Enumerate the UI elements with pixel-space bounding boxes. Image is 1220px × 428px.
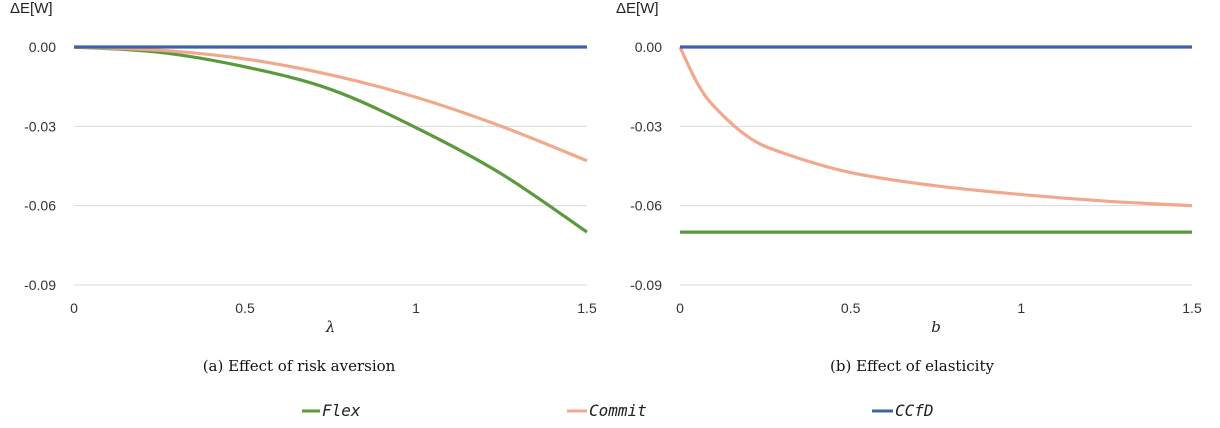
x-tick-label: 1 <box>1017 300 1025 316</box>
legend-label-ccfd: CCfD <box>895 401 934 420</box>
x-axis-label: λ <box>325 318 336 336</box>
legend-label-flex: Flex <box>322 401 361 420</box>
legend-item-ccfd: CCfD <box>872 401 934 420</box>
y-axis-label: ΔE[W] <box>10 0 53 17</box>
series-line-flex <box>73 45 588 234</box>
chart-panel-b: ΔE[W] 0.00 -0.03 -0.06 -0.09 0 0.5 1 1.5 b <box>616 0 1202 336</box>
y-axis-label: ΔE[W] <box>616 0 659 17</box>
caption-b: (b) Effect of elasticity <box>830 357 994 375</box>
legend-label-commit: Commit <box>589 401 647 420</box>
x-tick-label: 1.5 <box>1182 300 1202 316</box>
x-tick-label: 0.5 <box>841 300 861 316</box>
legend-item-flex: Flex <box>302 401 361 420</box>
x-tick-label: 1.5 <box>577 300 597 316</box>
y-tick-label: -0.09 <box>630 277 662 293</box>
caption-a: (a) Effect of risk aversion <box>203 357 396 375</box>
series-line-commit <box>678 46 1193 208</box>
y-tick-label: -0.03 <box>24 118 56 134</box>
x-tick-label: 1 <box>412 300 420 316</box>
x-axis-label: b <box>931 318 941 336</box>
series-line-commit <box>73 45 588 163</box>
legend: Flex Commit CCfD <box>302 401 934 420</box>
x-tick-label: 0 <box>70 300 78 316</box>
x-tick-label: 0 <box>676 300 684 316</box>
y-tick-label: 0.00 <box>29 39 56 55</box>
y-tick-label: 0.00 <box>635 39 662 55</box>
y-tick-label: -0.09 <box>24 277 56 293</box>
y-tick-label: -0.03 <box>630 118 662 134</box>
y-tick-label: -0.06 <box>630 198 662 214</box>
x-tick-label: 0.5 <box>235 300 255 316</box>
legend-item-commit: Commit <box>567 401 647 420</box>
chart-panel-a: ΔE[W] 0.00 -0.03 -0.06 -0.09 0 0.5 1 1.5 λ <box>10 0 597 336</box>
y-tick-label: -0.06 <box>24 198 56 214</box>
